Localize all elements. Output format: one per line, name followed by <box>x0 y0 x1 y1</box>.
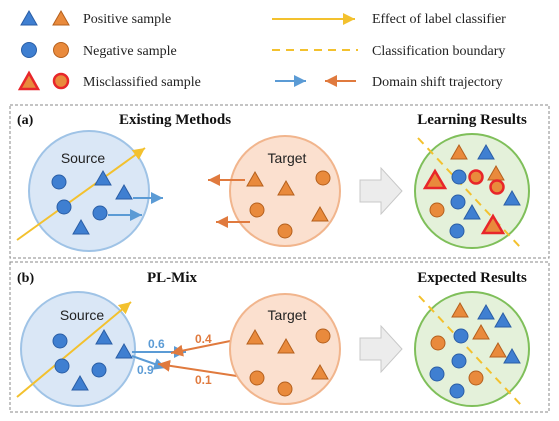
misclassified-sample-icon <box>468 169 484 185</box>
panel-a-frame <box>9 104 550 259</box>
negative-sample-icon <box>91 362 107 378</box>
source-label: Source <box>60 307 105 323</box>
legend-boundary-label: Classification boundary <box>372 44 505 59</box>
negative-sample-icon <box>92 205 108 221</box>
negative-sample-icon <box>315 328 331 344</box>
legend: Positive sample Negative sample Misclass… <box>17 9 506 91</box>
panel-b: (b) PL-Mix Expected Results Source 0.6 0… <box>9 261 550 413</box>
negative-blue-circle-icon <box>21 42 37 58</box>
panel-a-tag: (a) <box>17 113 34 128</box>
positive-orange-triangle-icon <box>52 9 70 26</box>
positive-sample-icon <box>489 341 507 358</box>
positive-sample-icon <box>463 203 481 220</box>
positive-blue-triangle-icon <box>20 9 38 26</box>
negative-sample-icon <box>449 223 465 239</box>
positive-sample-icon <box>246 328 264 345</box>
mix-weight-blue-top: 0.6 <box>148 337 165 351</box>
label-effect-arrow <box>16 147 146 241</box>
negative-sample-icon <box>54 358 70 374</box>
negative-orange-circle-icon <box>53 42 69 58</box>
panel-b-frame <box>9 261 550 413</box>
legend-label-effect-label: Effect of label classifier <box>372 12 506 27</box>
target-label: Target <box>268 307 307 323</box>
misclassified-sample-icon <box>480 213 506 235</box>
positive-sample-icon <box>71 374 89 391</box>
progress-arrow-icon <box>359 324 403 374</box>
negative-sample-icon <box>249 202 265 218</box>
negative-sample-icon <box>51 174 67 190</box>
positive-sample-icon <box>503 347 521 364</box>
negative-sample-icon <box>315 170 331 186</box>
positive-sample-icon <box>503 189 521 206</box>
misclassified-circle-icon <box>52 72 70 90</box>
panel-b-result-title: Expected Results <box>417 270 527 286</box>
negative-sample-icon <box>429 202 445 218</box>
negative-sample-icon <box>451 353 467 369</box>
positive-sample-icon <box>451 301 469 318</box>
misclassified-sample-icon <box>489 179 505 195</box>
negative-sample-icon <box>56 199 72 215</box>
negative-sample-icon <box>429 366 445 382</box>
legend-negative-label: Negative sample <box>83 44 177 59</box>
mix-weight-orange-bottom: 0.1 <box>195 373 212 387</box>
mix-weight-orange-top: 0.4 <box>195 332 212 346</box>
negative-sample-icon <box>277 381 293 397</box>
panel-a-title: Existing Methods <box>119 112 231 128</box>
result-domain-circle <box>414 133 530 249</box>
positive-sample-icon <box>94 169 112 186</box>
panel-b-title: PL-Mix <box>147 270 197 286</box>
positive-sample-icon <box>472 323 490 340</box>
legend-trajectory-label: Domain shift trajectory <box>372 75 503 90</box>
positive-sample-icon <box>115 342 133 359</box>
positive-sample-icon <box>115 183 133 200</box>
negative-sample-icon <box>449 383 465 399</box>
target-label: Target <box>268 150 307 166</box>
mix-weight-blue-bottom: 0.9 <box>137 363 154 377</box>
misclassified-triangle-icon <box>17 70 41 91</box>
progress-arrow-icon <box>359 166 403 216</box>
positive-sample-icon <box>277 179 295 196</box>
negative-sample-icon <box>277 223 293 239</box>
source-label: Source <box>61 150 106 166</box>
positive-sample-icon <box>311 363 329 380</box>
negative-sample-icon <box>450 194 466 210</box>
negative-sample-icon <box>52 333 68 349</box>
classification-boundary <box>417 137 522 249</box>
positive-sample-icon <box>477 303 495 320</box>
positive-sample-icon <box>246 170 264 187</box>
source-domain-circle <box>28 130 150 252</box>
positive-sample-icon <box>477 143 495 160</box>
legend-positive-label: Positive sample <box>83 12 171 27</box>
panel-b-tag: (b) <box>17 271 34 286</box>
positive-sample-icon <box>494 311 512 328</box>
classification-boundary <box>418 295 523 407</box>
target-mix-arrow <box>157 359 251 379</box>
negative-sample-icon <box>451 169 467 185</box>
positive-sample-icon <box>72 218 90 235</box>
positive-sample-icon <box>450 143 468 160</box>
panel-a: (a) Existing Methods Learning Results So… <box>9 104 550 259</box>
panel-a-result-title: Learning Results <box>417 112 527 128</box>
negative-sample-icon <box>430 335 446 351</box>
negative-sample-icon <box>249 370 265 386</box>
misclassified-sample-icon <box>422 168 448 190</box>
negative-sample-icon <box>468 370 484 386</box>
positive-sample-icon <box>277 337 295 354</box>
source-domain-circle <box>20 291 136 407</box>
positive-sample-icon <box>95 328 113 345</box>
negative-sample-icon <box>453 328 469 344</box>
positive-sample-icon <box>311 205 329 222</box>
label-effect-arrow <box>16 301 132 398</box>
legend-misclassified-label: Misclassified sample <box>83 75 201 90</box>
